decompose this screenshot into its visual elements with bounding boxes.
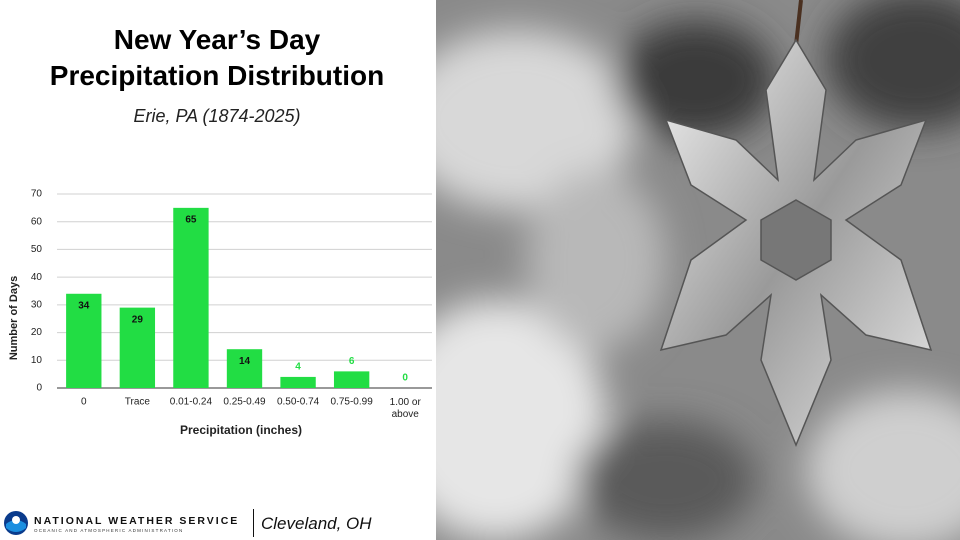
x-tick-label: 0.75-0.99 bbox=[331, 397, 374, 408]
y-tick-label: 60 bbox=[31, 216, 43, 227]
data-label: 29 bbox=[132, 314, 144, 325]
data-label: 4 bbox=[295, 362, 301, 373]
chart-title: New Year’s Day Precipitation Distributio… bbox=[49, 24, 385, 91]
chart-subtitle: Erie, PA (1874-2025) bbox=[133, 106, 301, 126]
footer-parent: OCEANIC AND ATMOSPHERIC ADMINISTRATION bbox=[34, 528, 184, 533]
x-tick-label: 0.01-0.24 bbox=[170, 397, 213, 408]
y-tick-label: 20 bbox=[31, 327, 43, 338]
data-label: 65 bbox=[185, 214, 197, 225]
bar bbox=[119, 307, 156, 388]
data-label: 34 bbox=[78, 300, 90, 311]
bar bbox=[280, 376, 316, 388]
bar bbox=[333, 371, 370, 388]
footer-divider bbox=[253, 509, 254, 537]
y-tick-label: 40 bbox=[31, 272, 43, 283]
y-tick-label: 70 bbox=[31, 189, 43, 200]
y-axis-label: Number of Days bbox=[8, 276, 20, 360]
x-tick-label: 0 bbox=[81, 397, 87, 408]
y-tick-label: 30 bbox=[31, 299, 43, 310]
bar bbox=[173, 207, 209, 388]
bar bbox=[226, 349, 263, 388]
data-label: 14 bbox=[239, 356, 251, 367]
footer-office: Cleveland, OH bbox=[261, 514, 372, 533]
y-tick-label: 0 bbox=[36, 383, 42, 394]
chart: Number of Days Precipitation (inches) 0 1… bbox=[8, 189, 432, 437]
data-label: 0 bbox=[402, 373, 408, 384]
x-tick-label: 0.25-0.49 bbox=[223, 397, 266, 408]
x-tick-label: 1.00 or above bbox=[390, 397, 422, 420]
footer-agency: NATIONAL WEATHER SERVICE bbox=[34, 515, 240, 527]
x-axis-label: Precipitation (inches) bbox=[180, 423, 302, 437]
data-label: 6 bbox=[349, 356, 355, 367]
x-tick-label: Trace bbox=[125, 397, 151, 408]
bar bbox=[66, 293, 102, 388]
noaa-logo bbox=[4, 511, 28, 535]
y-tick-label: 50 bbox=[31, 244, 43, 255]
snowflake-photo bbox=[436, 0, 960, 540]
y-tick-label: 10 bbox=[31, 355, 43, 366]
x-tick-label: 0.50-0.74 bbox=[277, 397, 320, 408]
